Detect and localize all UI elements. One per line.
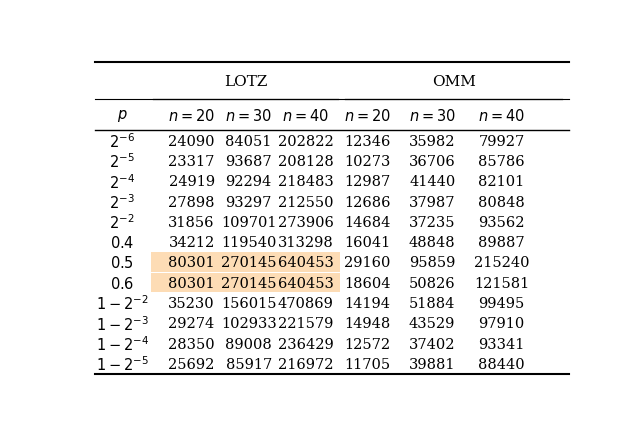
Text: 93297: 93297: [225, 195, 272, 209]
Text: 35230: 35230: [168, 296, 215, 310]
Text: 14948: 14948: [344, 317, 391, 331]
Text: 80848: 80848: [478, 195, 525, 209]
Text: 39881: 39881: [409, 357, 456, 371]
Text: 37402: 37402: [409, 337, 456, 351]
Text: 37235: 37235: [409, 215, 456, 229]
Text: 212550: 212550: [278, 195, 333, 209]
Text: 35982: 35982: [409, 134, 456, 148]
Text: 29160: 29160: [344, 256, 391, 270]
Text: 41440: 41440: [409, 175, 455, 189]
Text: 28350: 28350: [168, 337, 215, 351]
Text: 93341: 93341: [479, 337, 525, 351]
Text: 84051: 84051: [225, 134, 272, 148]
Text: 23317: 23317: [168, 154, 215, 169]
Text: 470869: 470869: [278, 296, 333, 310]
Bar: [151, 273, 340, 293]
Text: 93562: 93562: [478, 215, 525, 229]
Text: $1 - 2^{-2}$: $1 - 2^{-2}$: [96, 294, 148, 313]
Text: 16041: 16041: [344, 236, 391, 249]
Text: 37987: 37987: [409, 195, 456, 209]
Text: 221579: 221579: [278, 317, 333, 331]
Text: 85786: 85786: [478, 154, 525, 169]
Text: 29274: 29274: [168, 317, 215, 331]
Text: $n = 20$: $n = 20$: [168, 108, 215, 123]
Text: 216972: 216972: [278, 357, 333, 371]
Text: 121581: 121581: [474, 276, 529, 290]
Text: $1 - 2^{-4}$: $1 - 2^{-4}$: [95, 335, 148, 353]
Text: 218483: 218483: [278, 175, 333, 189]
Text: 102933: 102933: [221, 317, 276, 331]
Text: 18604: 18604: [344, 276, 391, 290]
Text: $n = 20$: $n = 20$: [344, 108, 391, 123]
Text: 27898: 27898: [168, 195, 215, 209]
Text: 50826: 50826: [409, 276, 456, 290]
Text: 640453: 640453: [278, 276, 333, 290]
Text: 88440: 88440: [478, 357, 525, 371]
Text: 273906: 273906: [278, 215, 333, 229]
Text: 93687: 93687: [225, 154, 272, 169]
Text: 85917: 85917: [225, 357, 272, 371]
Text: 109701: 109701: [221, 215, 276, 229]
Text: $2^{-4}$: $2^{-4}$: [109, 172, 135, 191]
Text: 10273: 10273: [344, 154, 391, 169]
Text: $2^{-3}$: $2^{-3}$: [109, 193, 135, 212]
Text: 24919: 24919: [168, 175, 214, 189]
Text: 12987: 12987: [344, 175, 391, 189]
Text: LOTZ: LOTZ: [224, 74, 268, 89]
Text: 34212: 34212: [168, 236, 215, 249]
Text: $0.5$: $0.5$: [110, 255, 134, 271]
Text: 236429: 236429: [278, 337, 333, 351]
Text: 313298: 313298: [278, 236, 333, 249]
Text: $2^{-2}$: $2^{-2}$: [109, 213, 135, 232]
Text: 270145: 270145: [221, 256, 276, 270]
Text: 48848: 48848: [409, 236, 456, 249]
Text: 12572: 12572: [344, 337, 391, 351]
Text: 215240: 215240: [474, 256, 529, 270]
Text: 89887: 89887: [478, 236, 525, 249]
Text: 119540: 119540: [221, 236, 276, 249]
Text: 80301: 80301: [168, 256, 215, 270]
Text: $2^{-5}$: $2^{-5}$: [109, 152, 135, 171]
Text: $1 - 2^{-5}$: $1 - 2^{-5}$: [96, 355, 148, 374]
Text: 99495: 99495: [479, 296, 525, 310]
Text: $0.6$: $0.6$: [110, 275, 134, 291]
Text: 12346: 12346: [344, 134, 391, 148]
Text: 31856: 31856: [168, 215, 215, 229]
Text: 80301: 80301: [168, 276, 215, 290]
Text: $2^{-6}$: $2^{-6}$: [109, 132, 135, 150]
Text: 14194: 14194: [345, 296, 390, 310]
Text: 43529: 43529: [409, 317, 455, 331]
Text: 202822: 202822: [278, 134, 333, 148]
Text: 14684: 14684: [344, 215, 391, 229]
Text: 156015: 156015: [221, 296, 276, 310]
Text: 95859: 95859: [409, 256, 455, 270]
Text: 12686: 12686: [344, 195, 391, 209]
Text: 11705: 11705: [344, 357, 391, 371]
Text: $n = 40$: $n = 40$: [478, 108, 525, 123]
Text: 270145: 270145: [221, 276, 276, 290]
Text: 36706: 36706: [409, 154, 456, 169]
Text: 208128: 208128: [278, 154, 333, 169]
Text: $1 - 2^{-3}$: $1 - 2^{-3}$: [96, 314, 148, 333]
Text: 92294: 92294: [225, 175, 272, 189]
Text: 640453: 640453: [278, 256, 333, 270]
Text: 79927: 79927: [479, 134, 525, 148]
Text: $0.4$: $0.4$: [110, 235, 134, 251]
Text: 25692: 25692: [168, 357, 215, 371]
Text: 51884: 51884: [409, 296, 455, 310]
Text: $n = 30$: $n = 30$: [409, 108, 456, 123]
Text: 82101: 82101: [479, 175, 525, 189]
Text: 24090: 24090: [168, 134, 215, 148]
Text: OMM: OMM: [432, 74, 476, 89]
Text: $n = 40$: $n = 40$: [282, 108, 329, 123]
Text: $n = 30$: $n = 30$: [225, 108, 272, 123]
Bar: [151, 253, 340, 272]
Text: 89008: 89008: [225, 337, 272, 351]
Text: 97910: 97910: [479, 317, 525, 331]
Text: $p$: $p$: [117, 108, 127, 123]
